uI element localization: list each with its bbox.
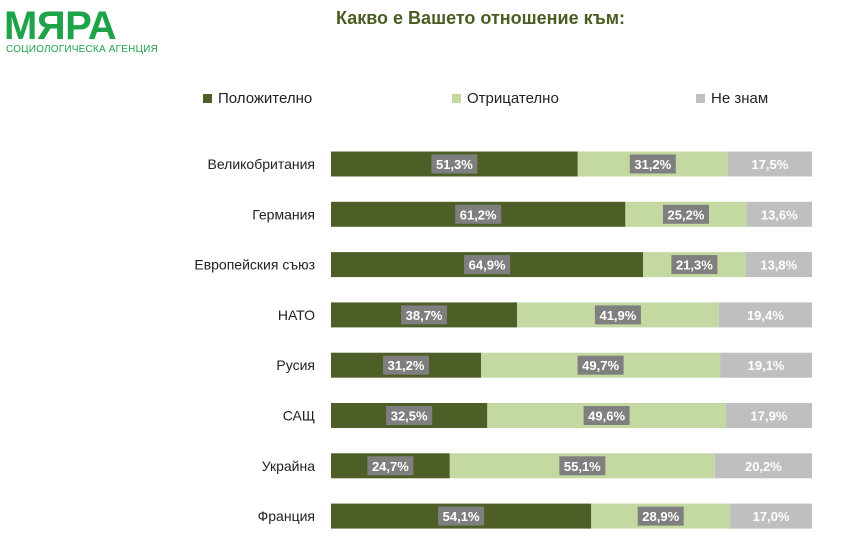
data-label: 13,6% [761, 207, 798, 222]
data-label: 19,1% [748, 358, 785, 373]
data-label-box [383, 355, 430, 375]
data-label: 20,2% [745, 459, 782, 474]
data-label-box [755, 255, 802, 275]
data-label: 17,9% [751, 409, 788, 424]
data-label-box [431, 154, 478, 174]
data-label-box [662, 204, 709, 224]
data-label-box [438, 506, 485, 526]
data-label-box [746, 154, 793, 174]
data-label: 49,6% [588, 409, 625, 424]
legend-swatch-positive [203, 94, 212, 103]
data-label-box [386, 406, 433, 425]
category-label: Европейския съюз [194, 257, 315, 273]
data-label: 61,2% [460, 207, 497, 222]
data-label: 21,3% [676, 258, 713, 273]
category-label: Германия [252, 206, 315, 222]
data-label: 28,9% [642, 509, 679, 524]
data-label-box [745, 406, 792, 425]
data-label: 64,9% [469, 258, 506, 273]
data-label: 31,2% [388, 358, 425, 373]
data-label: 31,2% [634, 157, 671, 172]
legend-label-unknown: Не знам [711, 90, 769, 107]
logo: МЯРА СОЦИОЛОГИЧЕСКА АГЕНЦИЯ [4, 4, 158, 56]
data-label: 32,5% [391, 409, 428, 424]
data-label: 24,7% [372, 459, 409, 474]
data-label-box [577, 355, 624, 375]
data-label-box [742, 305, 789, 325]
data-label: 38,7% [406, 308, 443, 323]
data-label-box [401, 305, 448, 325]
data-label: 25,2% [668, 207, 705, 222]
stacked-bar-chart: Великобритания 51,3% 31,2% 17,5% Германия 61,… [194, 151, 812, 529]
data-label: 17,5% [751, 157, 788, 172]
category-label: Великобритания [207, 156, 315, 172]
category-label: САЩ [283, 408, 315, 424]
data-label: 17,0% [753, 509, 790, 524]
data-label: 41,9% [599, 308, 636, 323]
category-label: Русия [276, 357, 315, 373]
data-label: 13,8% [760, 258, 797, 273]
data-label-box [756, 204, 803, 224]
legend-swatch-unknown [696, 94, 705, 103]
legend-label-negative: Отрицателно [467, 90, 559, 107]
data-label: 55,1% [564, 459, 601, 474]
legend-swatch-negative [452, 94, 461, 103]
legend-label-positive: Положително [218, 90, 313, 107]
data-label-box [464, 255, 511, 275]
data-label: 19,4% [747, 308, 784, 323]
data-label-box [743, 355, 790, 375]
category-label: Украйна [262, 458, 316, 474]
chart-title: Какво е Вашето отношение към: [336, 8, 626, 28]
data-label-box [583, 406, 630, 425]
data-label-box [748, 506, 795, 526]
data-label-box [629, 154, 676, 174]
data-label-box [455, 204, 502, 224]
logo-subtitle: СОЦИОЛОГИЧЕСКА АГЕНЦИЯ [6, 44, 158, 55]
data-label: 54,1% [443, 509, 480, 524]
data-label-box [559, 456, 606, 476]
category-label: Франция [258, 508, 315, 524]
legend-item-negative: Отрицателно [452, 90, 559, 107]
data-label-box [637, 506, 684, 526]
data-label-box [594, 305, 641, 325]
logo-mark: МЯРА [4, 4, 117, 48]
legend-item-positive: Положително [203, 90, 312, 107]
data-label: 51,3% [436, 157, 473, 172]
chart-legend: Положително Отрицателно Не знам [0, 90, 855, 110]
category-label: НАТО [278, 307, 315, 323]
data-label-box [671, 255, 718, 275]
data-label-box [740, 456, 787, 476]
data-label-box [367, 456, 414, 476]
data-label: 49,7% [582, 358, 619, 373]
legend-item-unknown: Не знам [696, 90, 768, 107]
